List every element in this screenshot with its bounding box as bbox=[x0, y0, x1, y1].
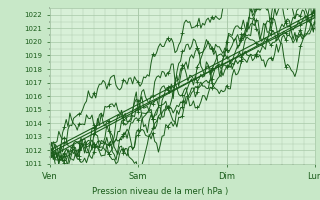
Text: Pression niveau de la mer( hPa ): Pression niveau de la mer( hPa ) bbox=[92, 187, 228, 196]
